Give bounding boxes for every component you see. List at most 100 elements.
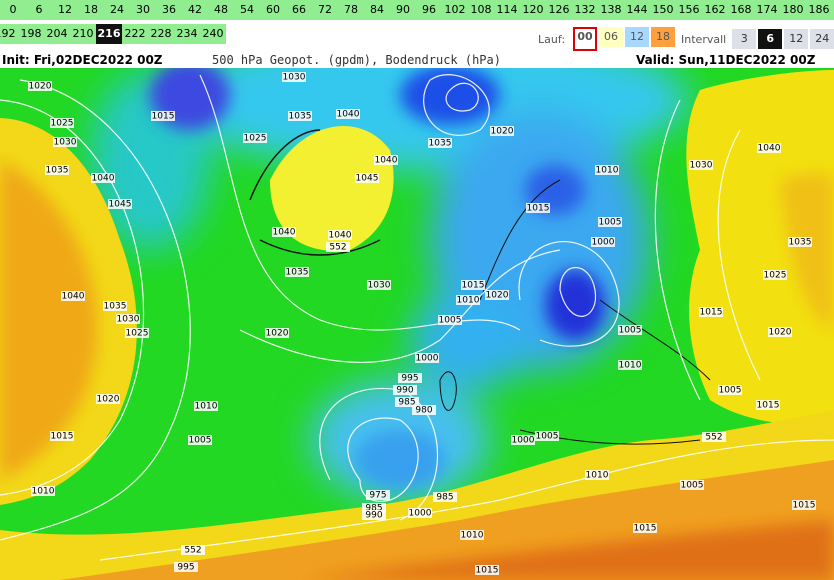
timestep[interactable]: 216 (96, 24, 122, 44)
timestep[interactable]: 162 (704, 3, 726, 16)
label-box (460, 530, 484, 540)
label-box (535, 431, 559, 441)
timestep[interactable]: 234 (176, 27, 198, 40)
isobar-label: 1010 (461, 531, 484, 541)
map-header: Init: Fri,02DEC2022 00Z 500 hPa Geopot. … (0, 52, 834, 68)
timestep[interactable]: 108 (470, 3, 492, 16)
isobar-label: 1035 (104, 302, 127, 312)
timestep[interactable]: 102 (444, 3, 466, 16)
timestep[interactable]: 48 (214, 3, 228, 16)
isobar-label: 1010 (32, 487, 55, 497)
map-title: 500 hPa Geopot. (gpdm), Bodendruck (hPa) (212, 53, 501, 67)
isobar-label: 1005 (536, 432, 559, 442)
label-box (461, 280, 485, 290)
timestep[interactable]: 228 (150, 27, 172, 40)
label-box (108, 199, 132, 209)
label-box (511, 435, 535, 445)
timestep[interactable]: 240 (202, 27, 224, 40)
isobar-label: 1000 (409, 509, 432, 519)
run-option[interactable]: 00 (573, 27, 598, 51)
isobar-labels: 1020 1025 1030 1035 1040 1045 1015 1025 1030 1035… (28, 72, 816, 576)
init-time: Init: Fri,02DEC2022 00Z (2, 53, 163, 67)
interval-option[interactable]: 3 (732, 29, 757, 49)
label-box (485, 290, 509, 300)
timestep[interactable]: 126 (548, 3, 570, 16)
timestep[interactable]: 54 (240, 3, 254, 16)
label-box (188, 435, 212, 445)
timestep[interactable]: 18 (84, 3, 98, 16)
timestep[interactable]: 132 (574, 3, 596, 16)
timestep[interactable]: 36 (162, 3, 176, 16)
isobar-label: 1035 (286, 268, 309, 278)
run-options: 00 06 12 18 (571, 27, 676, 51)
label-box (433, 492, 457, 502)
label-box (415, 353, 439, 363)
label-box (116, 314, 140, 324)
timestep[interactable]: 66 (292, 3, 306, 16)
isobar-label: 1015 (462, 281, 485, 291)
isobar-label: 1035 (46, 166, 69, 176)
isobar-label: 1005 (439, 316, 462, 326)
run-option[interactable]: 12 (625, 27, 650, 47)
isobar-label: 1010 (195, 402, 218, 412)
label-box (412, 405, 436, 415)
timestep[interactable]: 90 (396, 3, 410, 16)
isobar-label: 1020 (491, 127, 514, 137)
timestep[interactable]: 72 (318, 3, 332, 16)
isobar-label: 985 (398, 398, 415, 408)
label-box (362, 510, 386, 520)
label-box (618, 325, 642, 335)
timestep[interactable]: 138 (600, 3, 622, 16)
timestep[interactable]: 198 (20, 27, 42, 40)
run-selector: Lauf: 00 06 12 18 Intervall 3 6 12 24 (538, 27, 834, 51)
run-option[interactable]: 06 (599, 27, 624, 47)
isobar-label: 552 (705, 433, 722, 443)
timestep[interactable]: 174 (756, 3, 778, 16)
timestep[interactable]: 60 (266, 3, 280, 16)
timestep[interactable]: 192 (0, 27, 16, 40)
label-box (61, 291, 85, 301)
timestep[interactable]: 168 (730, 3, 752, 16)
isobar-label: 990 (396, 386, 413, 396)
isobar-label: 1005 (719, 386, 742, 396)
isobar-label: 1030 (54, 138, 77, 148)
timestep[interactable]: 210 (72, 27, 94, 40)
timestep[interactable]: 0 (9, 3, 17, 16)
isobar-label: 980 (415, 406, 432, 416)
timestep[interactable]: 78 (344, 3, 358, 16)
timestep[interactable]: 42 (188, 3, 202, 16)
label-box (28, 81, 52, 91)
isobar-label: 1035 (289, 112, 312, 122)
interval-option[interactable]: 6 (758, 29, 783, 49)
timestep[interactable]: 204 (46, 27, 68, 40)
isobar-label: 1030 (368, 281, 391, 291)
timestep[interactable]: 6 (35, 3, 43, 16)
timestep[interactable]: 120 (522, 3, 544, 16)
timestep[interactable]: 30 (136, 3, 150, 16)
timestep[interactable]: 84 (370, 3, 384, 16)
interval-option[interactable]: 24 (810, 29, 834, 49)
timestep[interactable]: 222 (124, 27, 146, 40)
run-option[interactable]: 18 (651, 27, 676, 47)
timestep[interactable]: 96 (422, 3, 436, 16)
timestep[interactable]: 186 (808, 3, 830, 16)
isobar-label: 1015 (51, 432, 74, 442)
timestep[interactable]: 180 (782, 3, 804, 16)
label-box (282, 72, 306, 82)
interval-option[interactable]: 12 (784, 29, 809, 49)
label-box (757, 143, 781, 153)
timestep[interactable]: 150 (652, 3, 674, 16)
isobar-label: 1005 (681, 481, 704, 491)
isobar-label: 1000 (416, 354, 439, 364)
label-box (328, 230, 352, 240)
timestep[interactable]: 24 (110, 3, 124, 16)
isobar-label: 1015 (793, 501, 816, 511)
timestep[interactable]: 114 (496, 3, 518, 16)
toolbar: 0 6 12 18 24 30 36 42 48 54 60 66 72 78 84 90 96 102 108 11… (0, 0, 834, 52)
isobar-label: 1020 (97, 395, 120, 405)
timestep[interactable]: 156 (678, 3, 700, 16)
label-box (53, 137, 77, 147)
timestep[interactable]: 144 (626, 3, 648, 16)
isobar-label: 1040 (62, 292, 85, 302)
timestep[interactable]: 12 (58, 3, 72, 16)
